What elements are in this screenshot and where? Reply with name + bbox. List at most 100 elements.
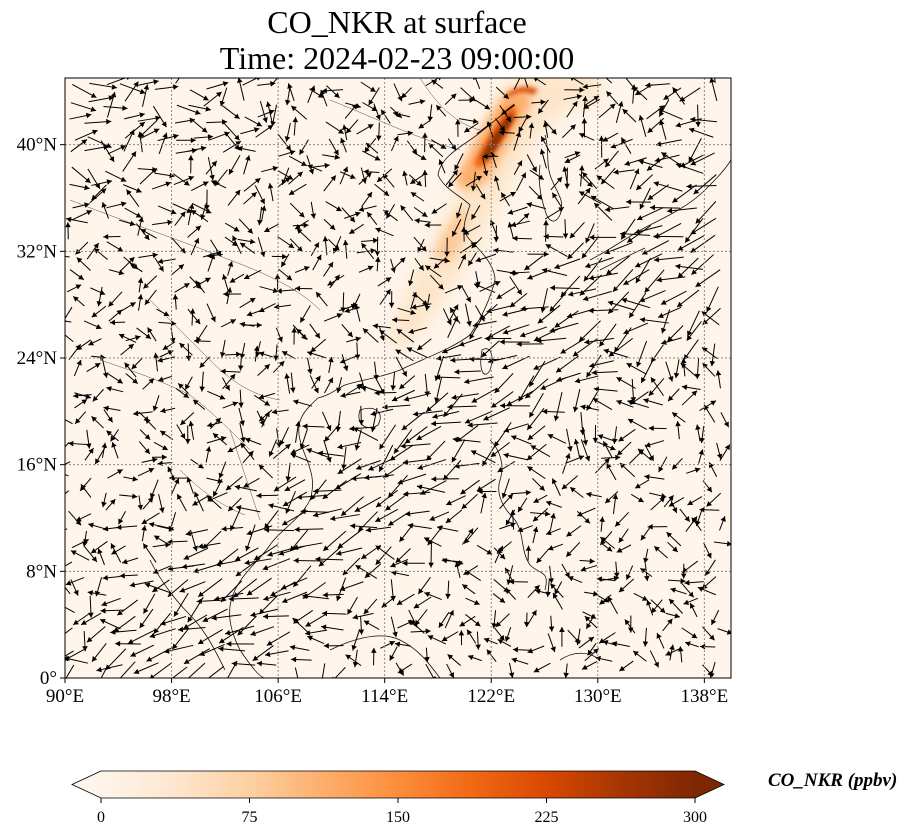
wind-arrow-head: [271, 408, 278, 415]
wind-arrow-head: [638, 159, 645, 165]
wind-arrow-head: [172, 84, 179, 90]
wind-arrow-head: [202, 616, 209, 622]
wind-arrow-head: [611, 641, 618, 647]
wind-arrow-head: [305, 630, 311, 636]
wind-arrow-head: [502, 329, 509, 335]
wind-arrow-head: [636, 184, 642, 190]
wind-arrow-head: [246, 311, 253, 317]
wind-arrow-head: [111, 84, 118, 90]
wind-arrow-head: [645, 82, 651, 89]
wind-arrow-head: [120, 145, 126, 151]
wind-arrow-head: [139, 122, 145, 128]
wind-arrow-shaft: [623, 269, 650, 286]
wind-arrow-head: [298, 211, 305, 218]
wind-arrow-head: [389, 654, 395, 661]
wind-arrow-head: [563, 672, 569, 678]
wind-arrow-head: [94, 363, 101, 369]
wind-arrow-head: [106, 430, 113, 436]
wind-arrow-head: [85, 177, 91, 183]
wind-arrow-head: [319, 89, 326, 96]
wind-arrow-head: [70, 550, 77, 556]
wind-arrow-head: [720, 516, 726, 522]
wind-arrow-head: [367, 124, 374, 130]
wind-arrow-head: [219, 394, 226, 400]
wind-arrow-head: [352, 661, 359, 668]
wind-arrow-head: [135, 212, 142, 218]
wind-arrow-head: [596, 175, 603, 181]
wind-arrow-head: [233, 226, 240, 232]
wind-arrow-head: [109, 319, 116, 326]
wind-arrow-head: [191, 209, 197, 216]
wind-arrow-head: [263, 595, 269, 602]
wind-arrow-head: [550, 513, 556, 519]
wind-arrow-head: [392, 111, 399, 117]
wind-arrow-head: [122, 558, 128, 565]
wind-arrow-head: [543, 233, 549, 240]
wind-arrow-head: [140, 229, 147, 235]
wind-arrow-head: [656, 633, 662, 639]
wind-arrow-head: [449, 672, 454, 678]
wind-arrow-head: [626, 199, 632, 205]
wind-arrow-head: [597, 434, 604, 440]
wind-arrow-head: [471, 213, 477, 220]
wind-arrow-head: [336, 313, 343, 319]
wind-arrow-head: [520, 172, 526, 179]
wind-arrow-head: [554, 588, 560, 595]
wind-arrow-head: [116, 524, 122, 531]
wind-arrow-head: [91, 311, 98, 318]
wind-arrow-head: [344, 307, 351, 314]
wind-arrow-head: [84, 202, 90, 208]
wind-arrow-head: [507, 209, 514, 215]
wind-arrow-head: [503, 452, 509, 459]
wind-arrow-head: [91, 129, 98, 135]
map-background: [65, 78, 731, 678]
wind-arrow-shaft: [175, 78, 180, 84]
wind-arrow-head: [598, 135, 605, 141]
wind-arrow-head: [129, 302, 136, 308]
wind-arrow-head: [101, 442, 108, 449]
wind-arrow-shaft: [571, 78, 584, 85]
wind-arrow-head: [207, 134, 214, 140]
wind-arrow-head: [139, 88, 146, 95]
wind-arrow-head: [471, 397, 478, 403]
wind-arrow-head: [632, 86, 639, 92]
wind-arrow-head: [726, 540, 731, 547]
wind-arrow-head: [464, 127, 470, 133]
wind-arrow-head: [349, 425, 355, 432]
wind-arrow-head: [258, 351, 265, 357]
wind-arrow-head: [640, 568, 647, 574]
wind-arrow-head: [187, 616, 193, 623]
wind-arrow-head: [310, 85, 316, 92]
wind-arrow-head: [128, 257, 135, 263]
wind-arrow-head: [143, 84, 150, 90]
wind-arrow-head: [249, 297, 256, 303]
wind-arrow-head: [654, 546, 660, 552]
wind-arrow-shaft: [524, 78, 529, 88]
wind-arrow-head: [256, 492, 262, 499]
wind-arrow-head: [618, 436, 625, 442]
wind-arrow-head: [370, 410, 377, 417]
wind-arrow-head: [106, 179, 113, 185]
wind-arrow-head: [604, 249, 611, 255]
wind-arrow-head: [599, 340, 605, 347]
wind-arrow-head: [525, 392, 531, 399]
coast-borneo: [329, 635, 441, 678]
wind-arrow-head: [445, 517, 452, 524]
wind-arrow-head: [131, 363, 138, 370]
wind-arrow-head: [422, 132, 428, 138]
wind-arrow-shaft: [296, 494, 327, 498]
wind-arrow-shaft: [584, 257, 614, 268]
wind-arrow-head: [468, 528, 474, 535]
wind-arrow-head: [227, 447, 234, 453]
wind-arrow-head: [651, 607, 657, 614]
wind-arrow-head: [341, 464, 347, 470]
wind-arrow-head: [617, 101, 624, 107]
wind-arrow-head: [143, 607, 149, 614]
wind-arrow-head: [57, 495, 63, 500]
wind-arrow-head: [75, 418, 81, 424]
wind-arrow-head: [116, 469, 123, 475]
wind-arrow-head: [566, 551, 572, 557]
wind-arrow-head: [153, 568, 159, 574]
wind-arrow-head: [229, 277, 236, 283]
wind-arrow-head: [613, 575, 620, 582]
